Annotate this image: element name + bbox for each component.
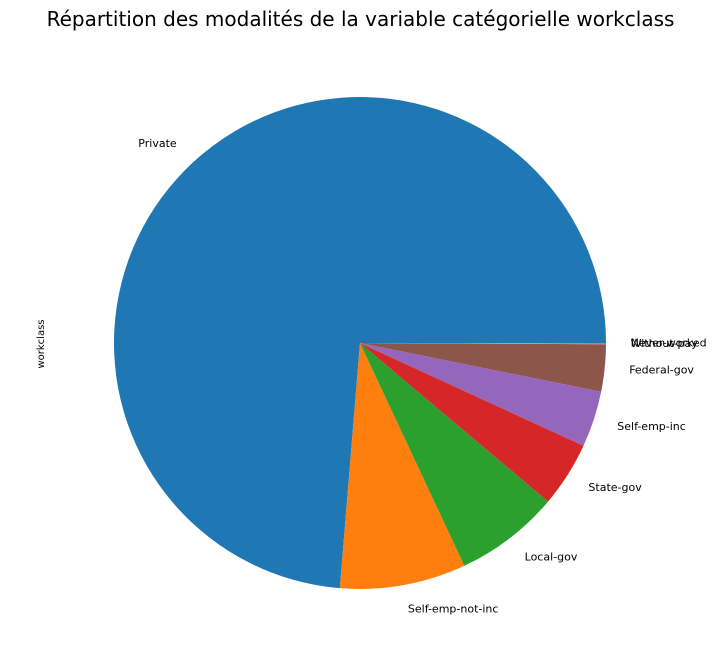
pie-slice-self-emp-inc xyxy=(360,343,602,446)
pie-slice-private xyxy=(113,97,607,589)
y-axis-label: workclass xyxy=(36,319,47,368)
pie-label-without-pay: Without-pay xyxy=(631,337,699,350)
pie-slice-self-emp-not-inc xyxy=(339,343,465,589)
pie-slice-local-gov xyxy=(360,343,549,566)
pie-label-state-gov: State-gov xyxy=(588,481,642,494)
pie-slice-federal-gov xyxy=(360,343,606,392)
pie-label-self-emp-not-inc: Self-emp-not-inc xyxy=(408,602,499,615)
pie-label-private: Private xyxy=(138,137,177,150)
pie-slice-state-gov xyxy=(360,343,584,502)
chart-title: Répartition des modalités de la variable… xyxy=(46,7,675,31)
pie-label-federal-gov: Federal-gov xyxy=(629,364,694,377)
pie-labels: Private Self-emp-not-inc Local-gov State-go… xyxy=(138,137,706,615)
pie-label-self-emp-inc: Self-emp-inc xyxy=(617,420,686,433)
pie-slice-without-pay xyxy=(360,343,606,345)
pie-label-local-gov: Local-gov xyxy=(525,551,578,564)
pie-slices xyxy=(113,97,607,589)
pie-label-never-worked: Never-worked xyxy=(631,336,707,349)
